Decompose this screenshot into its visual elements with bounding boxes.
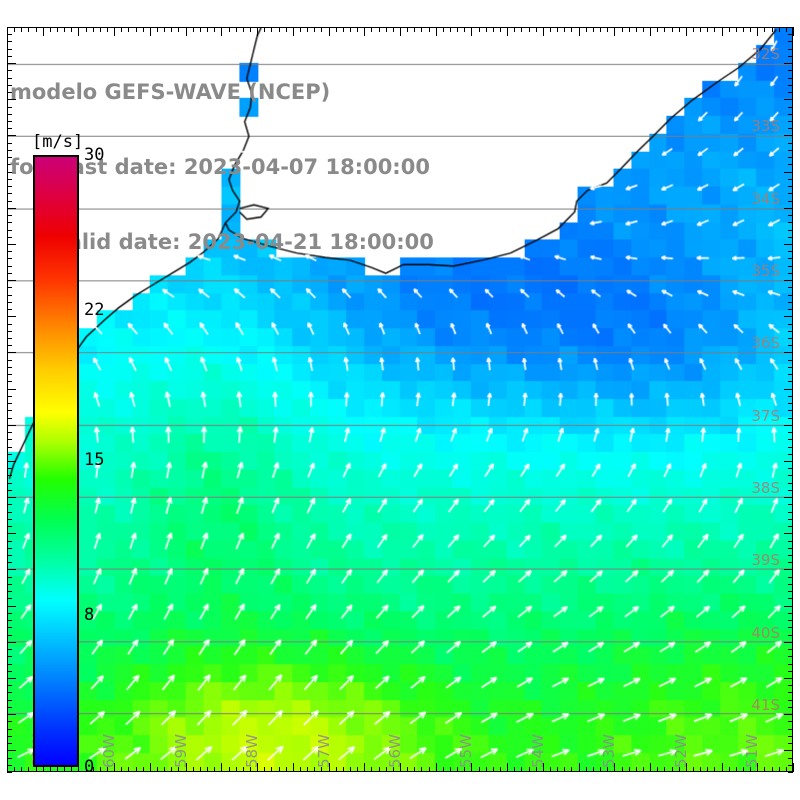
colorbar (33, 155, 79, 767)
longitude-label: 54W (528, 734, 547, 768)
colorbar-gradient (33, 155, 79, 767)
latitude-label: 35S (751, 262, 780, 281)
axis-ticks-top (7, 27, 794, 36)
colorbar-tick-0: 0 (84, 757, 95, 777)
colorbar-tick-30: 30 (84, 145, 105, 165)
colorbar-unit-label: [m/s] (32, 132, 84, 152)
axis-ticks-bottom (7, 763, 794, 772)
longitude-label: 52W (671, 734, 690, 768)
longitude-label: 57W (314, 734, 333, 768)
map-plot-area (7, 27, 793, 772)
latitude-label: 36S (751, 334, 780, 353)
latitude-label: 32S (751, 45, 780, 64)
colorbar-tick-22: 22 (84, 300, 105, 321)
colorbar-tick-8: 8 (84, 604, 95, 625)
latitude-label: 37S (751, 406, 780, 425)
latitude-label: 41S (751, 696, 780, 715)
longitude-label: 53W (600, 734, 619, 768)
latitude-label: 34S (751, 189, 780, 208)
latitude-label: 40S (751, 623, 780, 642)
latitude-label: 38S (751, 479, 780, 498)
longitude-label: 56W (386, 734, 404, 768)
axis-ticks-left (7, 27, 16, 773)
longitude-label: 58W (243, 734, 262, 768)
colorbar-tick-15: 15 (84, 450, 105, 471)
longitude-label: 55W (457, 734, 476, 768)
axis-ticks-right (784, 27, 793, 773)
latitude-label: 39S (751, 551, 780, 570)
longitude-label: 60W (100, 734, 119, 768)
longitude-label: 51W (743, 734, 762, 768)
longitude-label: 59W (171, 734, 190, 768)
latitude-label: 33S (751, 117, 780, 136)
wind-speed-heatmap-canvas (8, 28, 792, 771)
